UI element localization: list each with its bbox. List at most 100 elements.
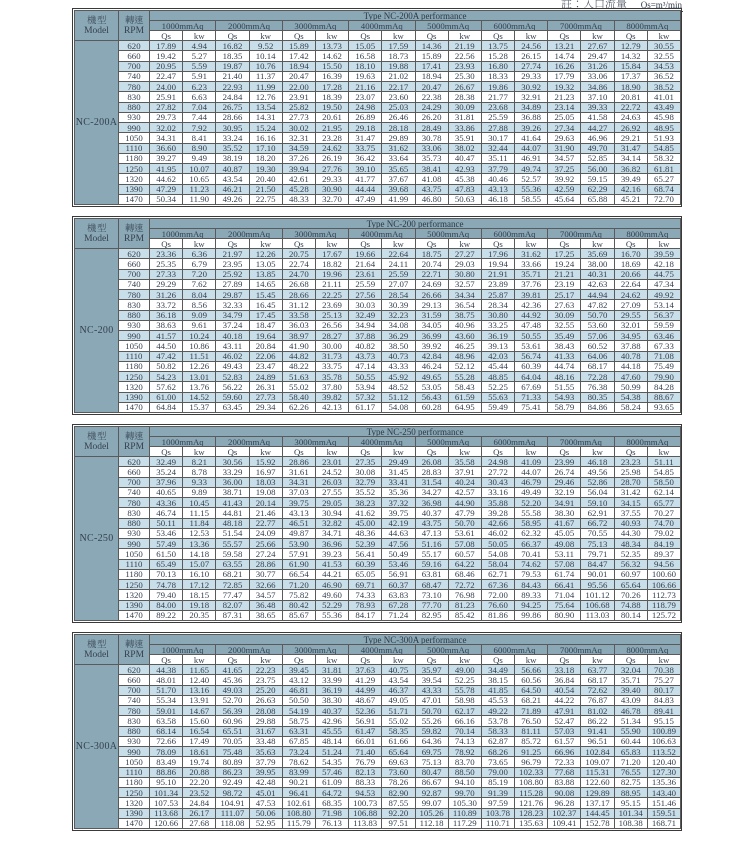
value-cell: 29.18 — [348, 121, 383, 134]
value-cell: 53.05 — [414, 381, 449, 393]
value-cell: 151.46 — [646, 797, 682, 809]
value-cell: 36.19 — [480, 329, 516, 342]
pressure-column-header: 4000mmAq — [348, 20, 416, 31]
value-cell: 76.50 — [514, 715, 549, 727]
value-cell: 57.06 — [580, 329, 615, 342]
value-cell: 72.28 — [580, 370, 615, 383]
table-row: 880 27.82 7.04 26.75 13.54 25.82 19.50 24.98 25.… — [75, 101, 682, 113]
value-cell: 94.56 — [646, 558, 682, 570]
value-cell: 58.35 — [381, 725, 416, 737]
value-cell: 48.96 — [447, 350, 482, 362]
value-cell: 23.93 — [447, 60, 482, 72]
value-cell: 75.13 — [414, 756, 449, 768]
cjk-glyph — [134, 15, 144, 24]
value-cell: 75.41 — [514, 401, 549, 414]
sub-column-header: kw — [447, 654, 482, 665]
value-cell: 21.16 — [348, 80, 383, 93]
value-cell: 72.33 — [547, 756, 582, 768]
sub-column-header: Qs — [281, 30, 316, 41]
value-cell: 56.91 — [381, 568, 416, 581]
value-cell: 81.02 — [580, 704, 615, 717]
value-cell: 35.71 — [514, 268, 549, 280]
rpm-cell: 930 — [118, 735, 150, 748]
value-cell: 35.11 — [480, 152, 516, 165]
value-cell: 42.48 — [248, 776, 283, 789]
value-cell: 12.53 — [182, 527, 217, 540]
pressure-column-header: 7000mmAq — [547, 644, 615, 655]
value-cell: 32.49 — [348, 309, 383, 321]
value-cell: 31.90 — [547, 142, 582, 154]
value-cell: 20.75 — [281, 247, 316, 260]
value-cell: 54.08 — [480, 548, 516, 560]
value-cell: 57.03 — [547, 725, 582, 737]
value-cell: 46.79 — [514, 476, 549, 488]
value-cell: 36.03 — [281, 319, 316, 332]
value-cell: 39.59 — [646, 247, 682, 260]
value-cell: 46.24 — [414, 360, 449, 373]
value-cell: 20.81 — [613, 91, 648, 103]
sub-column-header: kw — [514, 446, 549, 457]
value-cell: 17.96 — [480, 247, 516, 260]
header-row-pressures: 1000mmAq 2000mmAq 3000mmAq 4000mmAq 5000mmAq… — [75, 228, 682, 239]
value-cell: 43.75 — [414, 183, 449, 195]
value-cell: 33.16 — [480, 486, 516, 499]
value-cell: 43.60 — [447, 329, 482, 342]
value-cell: 38.02 — [447, 142, 482, 154]
value-cell: 61.57 — [547, 735, 582, 748]
value-cell: 6.79 — [182, 258, 217, 270]
value-cell: 36.19 — [314, 684, 350, 696]
header-row-title: Model RPM Type NC-300A performance — [74, 634, 682, 665]
value-cell: 55.90 — [613, 725, 648, 737]
value-cell: 56.22 — [215, 381, 250, 393]
value-cell: 37.26 — [281, 152, 316, 165]
table-row: 660 35.24 8.78 33.29 16.97 31.61 24.52 30.08 31.… — [75, 466, 682, 478]
pressure-column-header: 5000mmAq — [414, 644, 482, 655]
table-row: 930 72.66 17.49 70.05 33.48 67.85 48.14 66.01 61… — [75, 735, 682, 748]
value-cell: 95.56 — [580, 578, 615, 591]
value-cell: 65.64 — [381, 745, 416, 758]
cjk-glyph — [134, 431, 144, 440]
value-cell: 17.45 — [248, 309, 283, 321]
value-cell: 71.33 — [514, 391, 549, 403]
value-cell: 22.23 — [248, 663, 283, 676]
value-cell: 41.90 — [281, 340, 316, 352]
value-cell: 34.05 — [414, 319, 449, 332]
rpm-header-latin: RPM — [123, 442, 145, 453]
value-cell: 15.05 — [348, 39, 383, 52]
value-cell: 24.98 — [348, 101, 383, 113]
value-cell: 62.17 — [447, 704, 482, 717]
value-cell: 49.43 — [215, 360, 250, 373]
value-cell: 45.98 — [646, 111, 682, 124]
sub-column-header: kw — [248, 238, 283, 249]
value-cell: 30.00 — [314, 340, 350, 352]
sub-column-header: kw — [182, 238, 217, 249]
value-cell: 18.69 — [613, 258, 648, 270]
value-cell: 85.67 — [281, 609, 316, 622]
value-cell: 13.91 — [182, 694, 217, 707]
value-cell: 10.45 — [182, 496, 217, 509]
cjk-glyph — [124, 223, 134, 232]
value-cell: 10.24 — [182, 329, 217, 342]
rpm-cell: 990 — [118, 537, 150, 550]
value-cell: 25.35 — [148, 258, 184, 270]
value-cell: 53.11 — [547, 548, 582, 560]
value-cell: 22.25 — [314, 288, 350, 301]
value-cell: 50.70 — [447, 517, 482, 529]
value-cell: 28.38 — [447, 91, 482, 103]
value-cell: 26.19 — [314, 152, 350, 165]
value-cell: 33.41 — [381, 476, 416, 488]
pressure-column-header: 5000mmAq — [414, 20, 482, 31]
value-cell: 15.37 — [182, 401, 217, 414]
value-cell: 75.48 — [215, 745, 250, 758]
value-cell: 37.79 — [248, 756, 283, 768]
value-cell: 62.32 — [514, 527, 549, 540]
value-cell: 75.64 — [547, 599, 582, 611]
value-cell: 41.65 — [215, 663, 250, 676]
value-cell: 21.11 — [314, 278, 350, 291]
value-cell: 54.23 — [148, 370, 184, 383]
table-row: 830 46.74 11.15 44.81 21.46 43.13 30.94 41.62 39… — [75, 507, 682, 519]
value-cell: 40.96 — [447, 319, 482, 332]
value-cell: 22.74 — [281, 258, 316, 270]
value-cell: 44.99 — [348, 684, 383, 696]
rpm-column-header: RPM — [118, 426, 150, 457]
